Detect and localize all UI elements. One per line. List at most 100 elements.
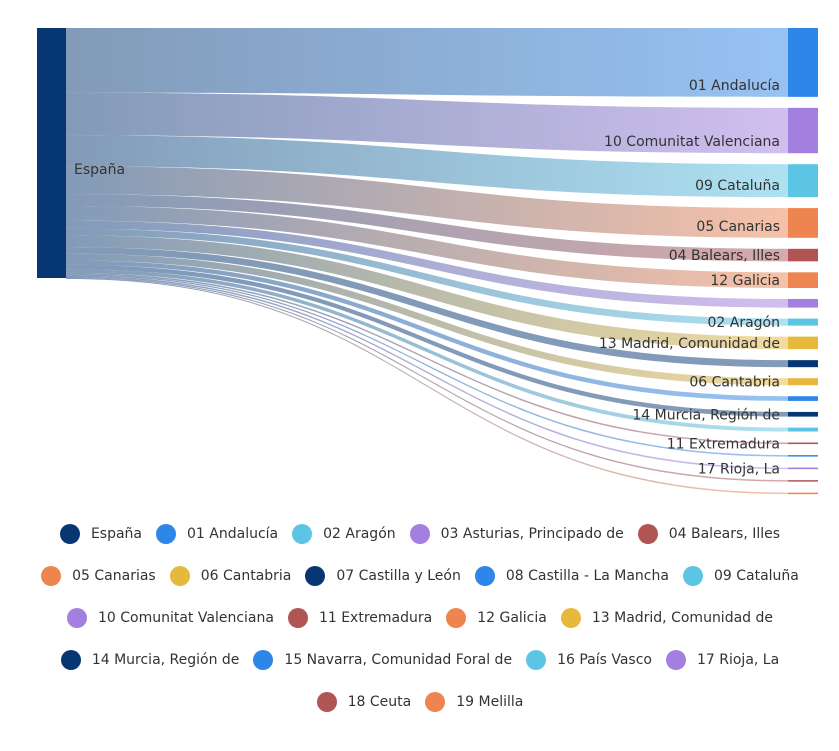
legend-swatch-icon	[526, 650, 547, 670]
sankey-node-15-navarra-comunidad-foral-de[interactable]	[788, 455, 818, 457]
sankey-link-16-pais-vasco[interactable]	[66, 269, 788, 432]
sankey-node-18-ceuta[interactable]	[788, 480, 818, 482]
sankey-node-12-galicia[interactable]	[788, 272, 818, 288]
sankey-link-19-melilla[interactable]	[66, 277, 788, 495]
sankey-label-14-murcia-region-de: 14 Murcia, Región de	[632, 407, 780, 423]
sankey-link-06-cantabria[interactable]	[66, 253, 788, 386]
sankey-label-13-madrid-comunidad-de: 13 Madrid, Comunidad de	[599, 336, 780, 352]
sankey-label-10-comunitat-valenciana: 10 Comunitat Valenciana	[604, 134, 780, 150]
sankey-link-03-asturias-principado-de[interactable]	[66, 220, 788, 308]
legend-item-espana[interactable]: España	[59, 523, 143, 545]
legend-label: 12 Galicia	[477, 610, 547, 626]
sankey-label-11-extremadura: 11 Extremadura	[667, 436, 780, 452]
sankey-node-14-murcia-region-de[interactable]	[788, 411, 818, 417]
legend-label: 06 Cantabria	[200, 568, 292, 584]
legend-item-04-balears-illes[interactable]: 04 Balears, Illes	[637, 523, 781, 545]
legend-item-06-cantabria[interactable]: 06 Cantabria	[169, 565, 292, 587]
sankey-node-01-andalucia[interactable]	[788, 28, 818, 97]
legend-label: 17 Rioja, La	[696, 652, 780, 668]
sankey-node-07-castilla-y-leon[interactable]	[788, 360, 818, 368]
legend-item-17-rioja-la[interactable]: 17 Rioja, La	[665, 649, 780, 671]
legend-swatch-icon	[59, 524, 80, 544]
sankey-link-13-madrid-comunidad-de[interactable]	[66, 235, 788, 350]
sankey-node-04-balears-illes[interactable]	[788, 248, 818, 262]
legend-swatch-icon	[169, 566, 190, 586]
legend-swatch-icon	[409, 524, 430, 544]
legend-label: 14 Murcia, Región de	[91, 652, 240, 668]
legend-label: España	[90, 526, 143, 542]
legend-item-13-madrid-comunidad-de[interactable]: 13 Madrid, Comunidad de	[560, 607, 774, 629]
legend-label: 09 Cataluña	[713, 568, 799, 584]
sankey-node-11-extremadura[interactable]	[788, 442, 818, 445]
sankey-label-17-rioja-la: 17 Rioja, La	[698, 461, 780, 477]
sankey-label-espana: España	[74, 162, 125, 178]
sankey-node-10-comunitat-valenciana[interactable]	[788, 107, 818, 154]
legend-item-07-castilla-y-leon[interactable]: 07 Castilla y León	[305, 565, 461, 587]
legend-item-01-andalucia[interactable]: 01 Andalucía	[156, 523, 278, 545]
sankey-node-08-castilla-la-mancha[interactable]	[788, 396, 818, 401]
sankey-link-09-cataluna[interactable]	[66, 135, 788, 198]
legend-label: 13 Madrid, Comunidad de	[591, 610, 774, 626]
legend-swatch-icon	[446, 608, 467, 628]
legend-item-11-extremadura[interactable]: 11 Extremadura	[287, 607, 432, 629]
legend-item-12-galicia[interactable]: 12 Galicia	[446, 607, 547, 629]
sankey-node-16-pais-vasco[interactable]	[788, 427, 818, 432]
sankey-link-07-castilla-y-leon[interactable]	[66, 247, 788, 368]
legend-label: 02 Aragón	[323, 526, 396, 542]
sankey-link-18-ceuta[interactable]	[66, 276, 788, 482]
legend-label: 19 Melilla	[456, 694, 524, 710]
sankey-link-15-navarra-comunidad-foral-de[interactable]	[66, 274, 788, 457]
legend-item-15-navarra-comunidad-foral-de[interactable]: 15 Navarra, Comunidad Foral de	[253, 649, 512, 671]
legend-item-02-aragon[interactable]: 02 Aragón	[292, 523, 396, 545]
sankey-node-09-cataluna[interactable]	[788, 164, 818, 198]
sankey-node-02-aragon[interactable]	[788, 318, 818, 326]
legend-item-03-asturias-principado-de[interactable]: 03 Asturias, Principado de	[409, 523, 624, 545]
legend-swatch-icon	[560, 608, 581, 628]
sankey-link-05-canarias[interactable]	[66, 166, 788, 238]
sankey-link-11-extremadura[interactable]	[66, 272, 788, 445]
sankey-chart: 01 Andalucía 10 Comunitat Valenciana 09 Ca…	[37, 28, 818, 495]
legend-item-19-melilla[interactable]: 19 Melilla	[425, 691, 523, 713]
legend-swatch-icon	[287, 608, 308, 628]
sankey-label-12-galicia: 12 Galicia	[710, 273, 780, 289]
sankey-node-05-canarias[interactable]	[788, 208, 818, 238]
sankey-link-02-aragon[interactable]	[66, 228, 788, 326]
legend-item-14-murcia-region-de[interactable]: 14 Murcia, Región de	[60, 649, 240, 671]
legend-label: 07 Castilla y León	[336, 568, 461, 584]
legend-label: 05 Canarias	[72, 568, 156, 584]
sankey-label-04-balears-illes: 04 Balears, Illes	[669, 248, 780, 264]
legend-swatch-icon	[156, 524, 177, 544]
sankey-link-01-andalucia[interactable]	[66, 28, 788, 97]
sankey-link-08-castilla-la-mancha[interactable]	[66, 260, 788, 401]
legend-item-10-comunitat-valenciana[interactable]: 10 Comunitat Valenciana	[66, 607, 274, 629]
legend-swatch-icon	[41, 566, 62, 586]
legend-label: 16 País Vasco	[557, 652, 652, 668]
legend-label: 15 Navarra, Comunidad Foral de	[284, 652, 513, 668]
sankey-node-17-rioja-la[interactable]	[788, 467, 818, 470]
sankey-link-12-galicia[interactable]	[66, 205, 788, 288]
sankey-link-14-murcia-region-de[interactable]	[66, 264, 788, 417]
legend-swatch-icon	[474, 566, 495, 586]
sankey-label-01-andalucia: 01 Andalucía	[689, 78, 780, 94]
sankey-link-10-comunitat-valenciana[interactable]	[66, 92, 788, 154]
sankey-node-03-asturias-principado-de[interactable]	[788, 298, 818, 308]
legend-label: 04 Balears, Illes	[668, 526, 781, 542]
legend-swatch-icon	[305, 566, 326, 586]
legend-item-08-castilla-la-mancha[interactable]: 08 Castilla - La Mancha	[474, 565, 669, 587]
legend-swatch-icon	[682, 566, 703, 586]
legend-label: 10 Comunitat Valenciana	[97, 610, 274, 626]
sankey-links	[66, 28, 788, 495]
legend-item-16-pais-vasco[interactable]: 16 País Vasco	[526, 649, 652, 671]
sankey-link-17-rioja-la[interactable]	[66, 275, 788, 470]
legend-item-09-cataluna[interactable]: 09 Cataluña	[682, 565, 799, 587]
sankey-node-06-cantabria[interactable]	[788, 378, 818, 386]
legend-swatch-icon	[637, 524, 658, 544]
sankey-node-13-madrid-comunidad-de[interactable]	[788, 336, 818, 350]
sankey-nodes	[37, 28, 818, 495]
sankey-node-19-melilla[interactable]	[788, 492, 818, 495]
legend-item-18-ceuta[interactable]: 18 Ceuta	[316, 691, 412, 713]
legend-item-05-canarias[interactable]: 05 Canarias	[41, 565, 156, 587]
legend-label: 18 Ceuta	[347, 694, 412, 710]
sankey-link-04-balears-illes[interactable]	[66, 194, 788, 262]
sankey-node-espana[interactable]	[37, 28, 66, 278]
